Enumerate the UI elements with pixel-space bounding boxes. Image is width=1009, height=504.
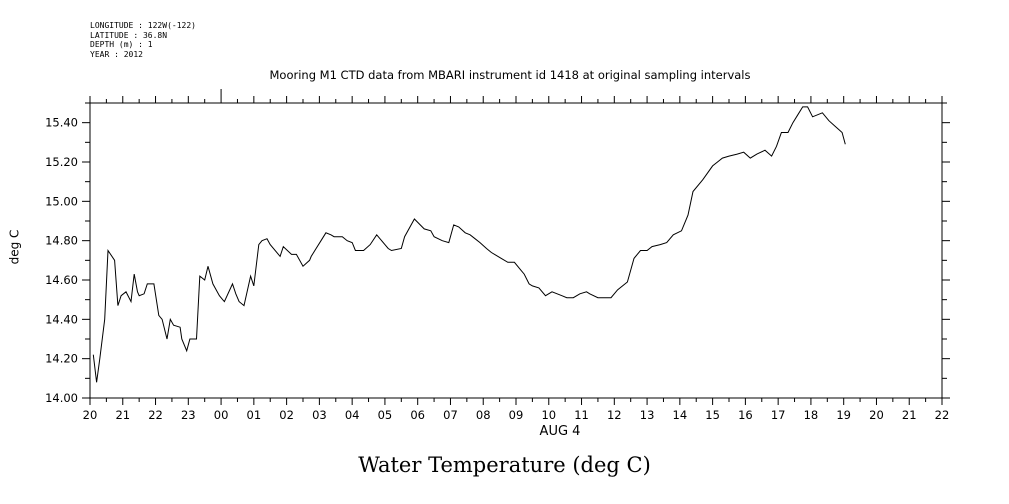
y-tick-label: 14.40 — [45, 312, 78, 326]
x-tick-label: 10 — [541, 408, 556, 422]
x-tick-label: 07 — [443, 408, 458, 422]
x-tick-label: 01 — [247, 408, 262, 422]
y-tick-label: 14.20 — [45, 352, 78, 366]
x-tick-label: 02 — [279, 408, 294, 422]
x-tick-label: 21 — [902, 408, 917, 422]
x-tick-label: 18 — [804, 408, 819, 422]
x-tick-label: 06 — [410, 408, 425, 422]
x-tick-label: 13 — [640, 408, 655, 422]
plot-frame — [89, 102, 943, 399]
depth-label: DEPTH (m) : 1 — [90, 40, 153, 50]
x-tick-label: 09 — [509, 408, 524, 422]
x-tick-label: 20 — [869, 408, 884, 422]
x-tick-label: 15 — [705, 408, 720, 422]
latitude-label: LATITUDE : 36.8N — [90, 30, 168, 40]
year-label: YEAR : 2012 — [90, 49, 143, 59]
x-tick-label: 00 — [214, 408, 229, 422]
x-axis: 20 21 22 23 00 01 02 03 04 05 06 07 08 09 10 11 12 13 14 15… — [83, 89, 950, 422]
x-tick-label: 20 — [83, 408, 98, 422]
x-tick-label: 23 — [181, 408, 196, 422]
chart-title: Mooring M1 CTD data from MBARI instrumen… — [269, 68, 751, 82]
y-tick-label: 15.00 — [45, 194, 78, 208]
y-tick-label: 14.80 — [45, 234, 78, 248]
y-tick-label: 14.00 — [45, 391, 78, 405]
y-axis: 14.00 14.20 14.40 14.60 14.80 15.00 15.20 15.40 — [45, 102, 950, 405]
x-axis-date-label: AUG 4 — [539, 424, 581, 439]
x-tick-label: 17 — [771, 408, 786, 422]
x-tick-label: 19 — [836, 408, 851, 422]
x-tick-label: 05 — [378, 408, 393, 422]
y-axis-label: deg C — [7, 229, 22, 265]
x-tick-label: 22 — [148, 408, 163, 422]
x-tick-label: 22 — [935, 408, 950, 422]
x-tick-label: 16 — [738, 408, 753, 422]
x-tick-label: 08 — [476, 408, 491, 422]
x-tick-label: 21 — [115, 408, 130, 422]
x-tick-label: 03 — [312, 408, 327, 422]
x-tick-label: 11 — [574, 408, 589, 422]
x-tick-label: 14 — [673, 408, 688, 422]
metadata-block: LONGITUDE : 122W(-122) LATITUDE : 36.8N … — [90, 21, 196, 59]
x-tick-label: 04 — [345, 408, 360, 422]
longitude-label: LONGITUDE : 122W(-122) — [90, 21, 196, 30]
x-tick-label: 12 — [607, 408, 622, 422]
y-tick-label: 15.40 — [45, 116, 78, 130]
y-tick-label: 14.60 — [45, 273, 78, 287]
water-temperature-line — [92, 106, 846, 383]
y-tick-label: 15.20 — [45, 155, 78, 169]
chart-bottom-title: Water Temperature (deg C) — [358, 453, 651, 477]
